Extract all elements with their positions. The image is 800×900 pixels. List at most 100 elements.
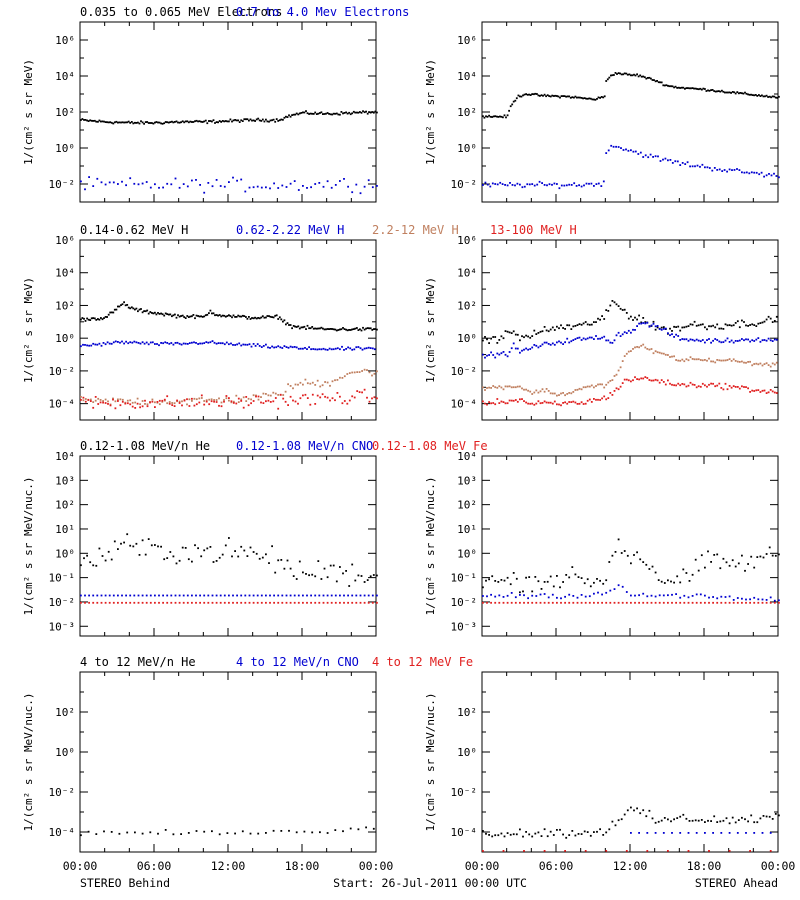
data-point xyxy=(506,601,509,604)
data-point xyxy=(642,592,645,595)
data-point xyxy=(129,594,132,597)
data-point xyxy=(310,348,312,351)
x-tick-label: 18:00 xyxy=(285,859,320,873)
data-point xyxy=(120,542,122,545)
data-point xyxy=(482,400,484,403)
data-point xyxy=(376,328,378,331)
data-point xyxy=(572,601,575,604)
data-point xyxy=(765,174,768,177)
data-point xyxy=(198,120,201,123)
data-point xyxy=(268,562,270,564)
data-point xyxy=(275,314,278,317)
data-point xyxy=(348,111,351,114)
data-point xyxy=(99,399,102,401)
data-point xyxy=(638,594,640,597)
data-point xyxy=(322,601,325,604)
data-point xyxy=(104,601,107,604)
data-point xyxy=(117,601,119,604)
data-point xyxy=(634,601,636,604)
data-point xyxy=(154,343,156,345)
data-point xyxy=(365,110,367,113)
data-point xyxy=(151,400,154,403)
data-point xyxy=(158,121,161,124)
data-point xyxy=(738,387,741,390)
data-point xyxy=(617,305,620,307)
data-point xyxy=(721,170,724,172)
data-point xyxy=(688,87,691,90)
data-point xyxy=(645,563,648,566)
data-point xyxy=(743,361,745,364)
data-point xyxy=(762,95,765,98)
data-point xyxy=(583,184,585,187)
data-point xyxy=(711,169,714,172)
data-point xyxy=(349,347,352,350)
data-point xyxy=(683,338,686,341)
data-point xyxy=(206,547,209,550)
data-point xyxy=(602,582,605,585)
data-point xyxy=(728,832,731,834)
data-point xyxy=(572,400,575,403)
data-point xyxy=(642,809,645,812)
data-point xyxy=(523,594,525,597)
data-point xyxy=(651,817,654,820)
data-point xyxy=(103,317,105,319)
data-point xyxy=(546,835,549,838)
data-point xyxy=(322,327,324,330)
data-point xyxy=(621,601,624,604)
data-point xyxy=(191,400,193,402)
data-point xyxy=(371,374,373,377)
data-point xyxy=(102,342,105,344)
plot-frame xyxy=(481,455,779,637)
data-point xyxy=(305,328,307,330)
data-point xyxy=(608,76,611,79)
data-point xyxy=(753,821,756,824)
y-tick-label: 10⁻¹ xyxy=(49,572,76,585)
data-point xyxy=(326,180,329,183)
data-point xyxy=(89,561,92,564)
data-point xyxy=(704,88,706,90)
data-point xyxy=(282,320,284,323)
data-point xyxy=(234,832,236,835)
data-point xyxy=(269,601,271,604)
x-tick-label: 12:00 xyxy=(613,859,648,873)
data-point xyxy=(519,398,521,401)
data-point xyxy=(95,120,98,123)
data-point xyxy=(597,337,599,340)
data-point xyxy=(547,390,550,392)
data-point xyxy=(280,118,283,121)
data-point xyxy=(261,118,264,121)
data-point xyxy=(617,369,620,372)
data-point xyxy=(198,397,201,400)
data-point xyxy=(625,148,627,151)
data-point xyxy=(580,388,583,391)
x-tick-label: 12:00 xyxy=(211,859,246,873)
data-point xyxy=(490,601,492,604)
data-point xyxy=(376,594,378,597)
data-point xyxy=(617,388,620,391)
y-tick-label: 10⁻² xyxy=(451,365,478,378)
data-point xyxy=(517,94,520,97)
data-point xyxy=(525,401,527,404)
data-point xyxy=(293,601,296,604)
data-point xyxy=(260,601,263,604)
data-point xyxy=(556,325,558,328)
data-point xyxy=(636,346,638,348)
data-point xyxy=(704,341,706,344)
data-point xyxy=(315,327,318,330)
data-point xyxy=(486,115,489,118)
data-point xyxy=(289,567,292,570)
data-point xyxy=(610,74,612,77)
data-point xyxy=(172,314,175,317)
data-point xyxy=(293,594,296,597)
data-point xyxy=(700,819,703,821)
data-point xyxy=(529,348,532,350)
series-blue xyxy=(630,832,772,834)
data-point xyxy=(586,399,589,402)
data-point xyxy=(94,343,97,346)
y-axis-label: 1/(cm² s sr MeV/nuc.) xyxy=(22,476,35,615)
data-point xyxy=(241,314,244,317)
data-point xyxy=(691,358,694,360)
data-point xyxy=(512,100,515,103)
data-point xyxy=(633,73,635,76)
data-point xyxy=(107,121,110,124)
